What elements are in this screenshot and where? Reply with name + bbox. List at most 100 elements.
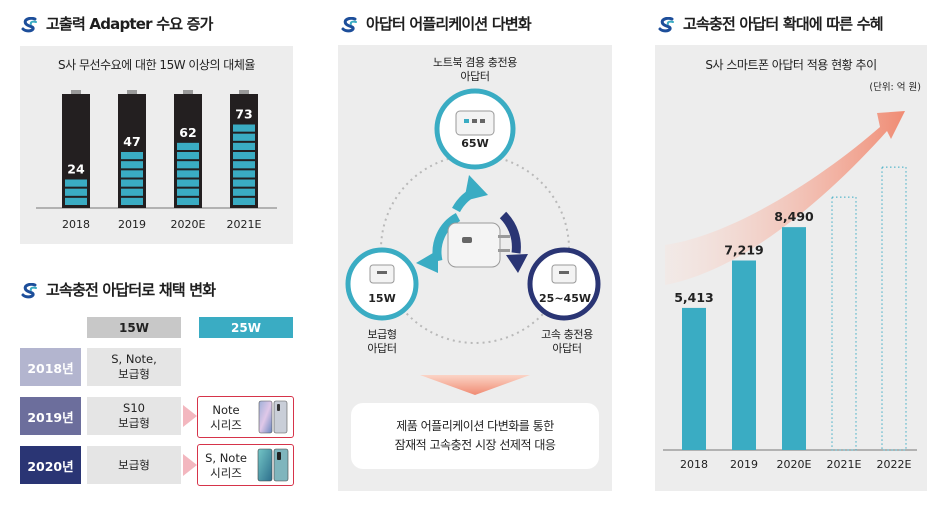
label-line: 아답터 [460, 70, 490, 83]
laptop-adapter-icon [455, 110, 495, 136]
battery-terminal [127, 90, 137, 94]
revenue-bar [732, 260, 756, 450]
battery-fill-segment [233, 152, 255, 160]
middle-section-title: 아답터 어플리케이션 다변화 [340, 13, 532, 34]
cell-line: 보급형 [118, 367, 150, 381]
revenue-chart-title: S사 스마트폰 아답터 적용 현황 추이 [705, 58, 877, 72]
battery-terminal [71, 90, 81, 94]
cell-line: Note [212, 403, 240, 417]
top-watt-label: 65W [461, 137, 489, 150]
battery-fill-segment [233, 188, 255, 196]
cell-line: S, Note, [111, 352, 157, 366]
x-tick-label: 2020E [171, 218, 206, 231]
battery-terminal [239, 90, 249, 94]
cell-line: 시리즈 [210, 466, 242, 480]
cell-line: S, Note [205, 451, 247, 465]
cell-line: 시리즈 [210, 418, 242, 432]
right-adapter-circle [527, 247, 601, 321]
note-line: 잠재적 고속충전 시장 선제적 대응 [394, 438, 556, 452]
middle-title-text: 아답터 어플리케이션 다변화 [366, 15, 532, 33]
left-section-title: 고출력 Adapter 수요 증가 [20, 13, 213, 34]
header-15w: 15W [87, 317, 181, 338]
battery-fill-segment [177, 161, 199, 169]
cell-line: 보급형 [118, 457, 150, 472]
battery-fill-segment [233, 142, 255, 150]
unit-label: (단위: 억 원) [869, 82, 921, 93]
year-2020: 2020년 [20, 446, 81, 484]
revenue-value-label: 7,219 [724, 243, 764, 258]
arrow-right-icon [183, 405, 197, 427]
label-line: 고속 충전용 [541, 328, 593, 341]
arrow-right-icon [183, 454, 197, 476]
brand-s-logo-icon [21, 282, 37, 298]
battery-fill-segment [121, 188, 143, 196]
left-watt-label: 15W [368, 292, 396, 305]
battery-fill-segment [121, 161, 143, 169]
arrow-top-head-icon [464, 175, 488, 201]
battery-fill-segment [233, 161, 255, 169]
revenue-value-label: 5,413 [674, 290, 714, 305]
battery-fill-segment [177, 170, 199, 178]
battery-value-label: 47 [123, 134, 140, 149]
adapter-cycle-diagram [345, 88, 601, 395]
cell-line: 보급형 [118, 416, 150, 430]
growth-arrow-icon [665, 111, 905, 285]
brand-s-logo-icon [21, 16, 37, 32]
battery-fill-segment [177, 142, 199, 150]
header-25w: 25W [199, 317, 293, 338]
x-tick-label: 2018 [62, 218, 90, 231]
cell-2020-25w: S, Note 시리즈 [197, 444, 294, 486]
battery-fill-segment [177, 152, 199, 160]
battery-fill-segment [233, 133, 255, 141]
battery-chart-title: S사 무선수요에 대한 15W 이상의 대체율 [58, 58, 255, 72]
cell-2019-25w: Note 시리즈 [197, 396, 294, 438]
arrow-left-head-icon [416, 250, 438, 273]
adoption-title-text: 고속충전 아답터로 채택 변화 [46, 281, 216, 299]
strategy-note-box: 제품 어플리케이션 다변화를 통한 잠재적 고속충전 시장 선제적 대응 [351, 403, 599, 469]
brand-s-logo-icon [341, 16, 357, 32]
cell-2018-15w: S, Note, 보급형 [87, 348, 181, 386]
battery-fill-segment [65, 179, 87, 187]
battery-fill-segment [233, 197, 255, 205]
revenue-forecast-bar [881, 166, 907, 451]
battery-value-label: 24 [67, 162, 85, 177]
left-adapter-label: 보급형 아답터 [352, 328, 412, 356]
x-tick-label: 2022E [877, 458, 912, 471]
revenue-forecast-bar [831, 196, 857, 451]
x-tick-label: 2019 [730, 458, 758, 471]
battery-fill-segment [233, 170, 255, 178]
cell-line: S10 [123, 401, 145, 415]
x-tick-label: 2021E [827, 458, 862, 471]
battery-fill-segment [177, 197, 199, 205]
right-title-text: 고속충전 아답터 확대에 따른 수혜 [683, 15, 884, 33]
adoption-section-title: 고속충전 아답터로 채택 변화 [20, 279, 216, 300]
cell-2020-25w-text: S, Note 시리즈 [202, 451, 250, 481]
revenue-value-label: 8,490 [774, 209, 814, 224]
revenue-bar [682, 307, 706, 450]
battery-fill-segment [121, 179, 143, 187]
arrow-right-arc [499, 211, 521, 254]
fast-adapter-icon [551, 264, 577, 284]
battery-fill-segment [65, 197, 87, 205]
year-2018: 2018년 [20, 348, 81, 386]
down-arrow-icon [420, 375, 530, 395]
cell-2020-15w: 보급형 [87, 446, 181, 484]
revenue-bar [782, 227, 806, 450]
label-line: 아답터 [367, 342, 397, 355]
x-tick-label: 2019 [118, 218, 146, 231]
battery-fill-segment [177, 188, 199, 196]
battery-value-label: 73 [235, 107, 252, 122]
top-adapter-label: 노트북 겸용 충전용 아답터 [338, 56, 612, 84]
x-tick-label: 2018 [680, 458, 708, 471]
battery-fill-segment [65, 188, 87, 196]
battery-fill-segment [233, 124, 255, 132]
label-line: 노트북 겸용 충전용 [433, 56, 517, 69]
cell-2019-25w-text: Note 시리즈 [202, 403, 250, 433]
label-line: 아답터 [552, 342, 582, 355]
note-line: 제품 어플리케이션 다변화를 통한 [396, 419, 554, 433]
left-title-text: 고출력 Adapter 수요 증가 [46, 15, 213, 33]
battery-chart: 24 2018 47 2019 62 2020E 73 2021E [36, 90, 277, 231]
note-phone-image-icon [258, 400, 288, 434]
brand-s-logo-icon [658, 16, 674, 32]
right-watt-label: 25~45W [539, 292, 591, 305]
